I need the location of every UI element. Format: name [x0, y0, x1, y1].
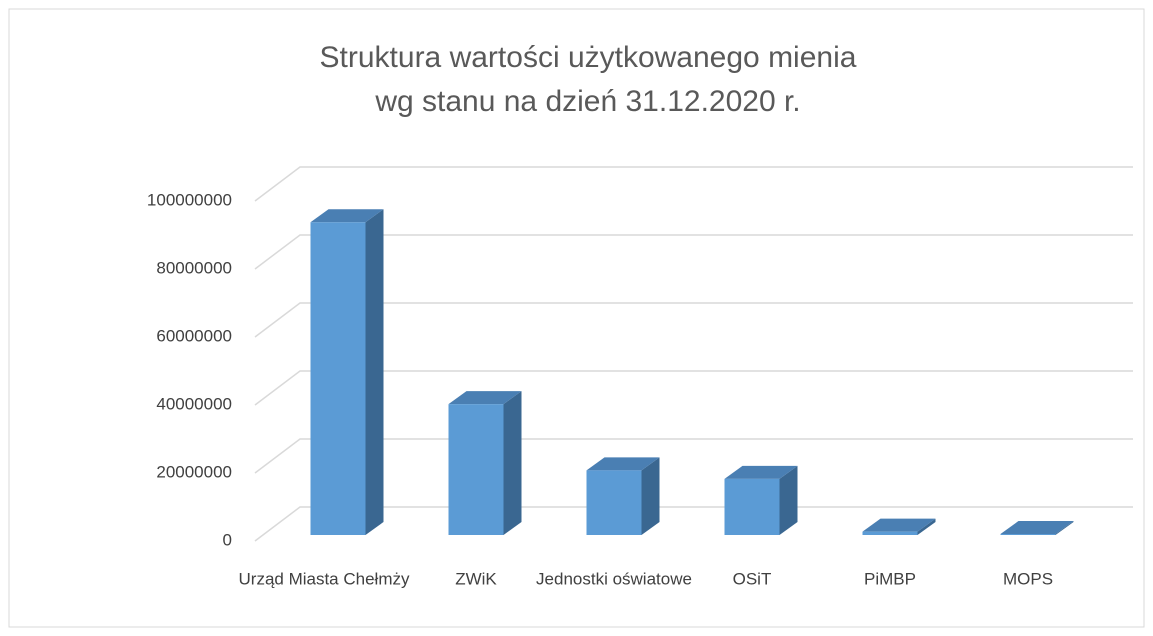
bar-top	[1000, 520, 1074, 534]
bar-side	[641, 457, 660, 535]
chart-title: wg stanu na dzień 31.12.2020 r.	[374, 85, 800, 118]
grid-line	[254, 506, 1133, 542]
grid-line	[254, 166, 1133, 202]
y-tick-label: 100000000	[147, 190, 232, 209]
x-tick-label: ZWiK	[455, 569, 497, 588]
bar-side	[365, 209, 384, 535]
bar-top	[448, 391, 522, 405]
x-tick-label: MOPS	[1003, 569, 1053, 588]
x-tick-label: Urząd Miasta Chełmży	[239, 569, 410, 588]
bar-side	[1055, 520, 1074, 535]
y-tick-label: 20000000	[156, 462, 232, 481]
bar-front	[724, 478, 780, 535]
bar-top	[862, 518, 936, 532]
bar	[1000, 520, 1074, 535]
x-tick-label: OSiT	[733, 569, 772, 588]
x-tick-label: PiMBP	[864, 569, 916, 588]
bar-top	[310, 209, 384, 223]
x-tick-label: Jednostki oświatowe	[536, 569, 692, 588]
bar-side	[917, 518, 936, 535]
bar	[862, 518, 936, 535]
bar-front	[1000, 533, 1056, 535]
bar-front	[448, 404, 504, 535]
bar-front	[586, 470, 642, 535]
chart-title: Struktura wartości użytkowanego mienia	[320, 41, 857, 74]
bar-side	[503, 391, 522, 535]
bar-front	[310, 222, 366, 535]
grid-line	[254, 370, 1133, 406]
y-tick-label: 80000000	[156, 258, 232, 277]
chart-frame	[8, 8, 1145, 628]
bar	[586, 457, 660, 535]
bar	[448, 391, 522, 535]
bar-side	[779, 465, 798, 535]
grid-line	[254, 438, 1133, 474]
y-tick-label: 40000000	[156, 394, 232, 413]
bar-front	[862, 531, 918, 535]
bar-top	[724, 465, 798, 479]
grid-line	[254, 302, 1133, 338]
grid-line	[254, 234, 1133, 270]
bar	[724, 465, 798, 535]
bar-top	[586, 457, 660, 471]
y-tick-label: 0	[223, 530, 232, 549]
bar	[310, 209, 384, 535]
y-tick-label: 60000000	[156, 326, 232, 345]
